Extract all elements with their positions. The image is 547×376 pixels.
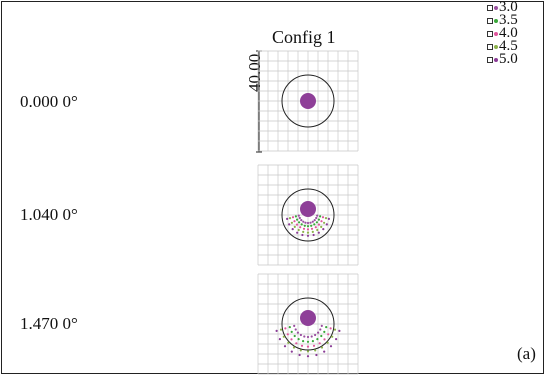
legend-item: 3.0 [487, 0, 518, 15]
legend-item: 5.0 [487, 51, 518, 67]
row-label-1: 0.000 0° [20, 92, 78, 111]
legend-label: 3.5 [499, 12, 518, 28]
legend: 3.0 3.5 4.0 4.5 5.0 [487, 0, 518, 67]
legend-swatch-icon [487, 56, 498, 63]
legend-item: 4.5 [487, 38, 518, 54]
legend-swatch-icon [487, 17, 498, 24]
legend-swatch-icon [487, 43, 498, 50]
legend-label: 5.0 [499, 51, 518, 67]
legend-label: 4.0 [499, 25, 518, 41]
spot-diagram-cell-3 [257, 273, 359, 375]
legend-swatch-icon [487, 30, 498, 37]
legend-label: 3.0 [499, 0, 518, 15]
row-label-3: 1.470 0° [20, 314, 78, 333]
config-title: Config 1 [272, 27, 336, 47]
spot-diagram-cell-1 [257, 50, 359, 152]
legend-label: 4.5 [499, 38, 518, 54]
spot-diagram-cell-2 [257, 164, 359, 266]
legend-swatch-icon [487, 4, 498, 11]
panel-label: (a) [517, 344, 536, 363]
legend-item: 4.0 [487, 25, 518, 41]
scale-bar [256, 50, 262, 153]
legend-item: 3.5 [487, 12, 518, 28]
row-label-2: 1.040 0° [20, 205, 78, 224]
